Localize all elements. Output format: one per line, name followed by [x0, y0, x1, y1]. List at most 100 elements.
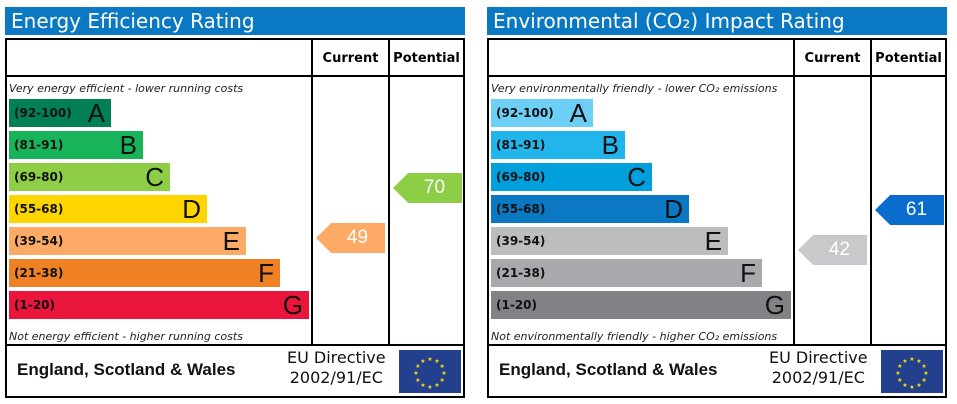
- potential-rating: 61: [875, 195, 944, 225]
- eu-directive: EU Directive 2002/91/EC: [769, 348, 868, 388]
- energy-efficiency-panel: Energy Efficiency Rating Current Potenti…: [5, 0, 467, 404]
- band-c: (69-80) C: [491, 162, 652, 192]
- eu-flag-icon: ★ ★ ★ ★ ★ ★ ★ ★ ★ ★ ★ ★: [399, 350, 461, 393]
- eu-directive: EU Directive 2002/91/EC: [287, 348, 386, 388]
- svg-text:★: ★: [434, 358, 439, 365]
- rating-table: Current Potential Very environmentally f…: [487, 38, 947, 398]
- band-g: (1-20) G: [9, 290, 309, 320]
- band-letter: B: [119, 130, 137, 160]
- band-range: (69-80): [496, 170, 546, 184]
- divider: [793, 40, 795, 346]
- potential-header: Potential: [393, 51, 460, 66]
- band-range: (1-20): [14, 298, 55, 312]
- svg-text:★: ★: [420, 382, 425, 389]
- panel-title: Energy Efficiency Rating: [5, 7, 465, 35]
- svg-text:★: ★: [921, 363, 926, 370]
- top-note: Very environmentally friendly - lower CO…: [491, 82, 778, 95]
- band-letter: E: [222, 226, 240, 256]
- divider: [870, 40, 872, 346]
- band-c: (69-80) C: [9, 162, 170, 192]
- band-range: (39-54): [496, 234, 546, 248]
- region-label: England, Scotland & Wales: [499, 360, 718, 379]
- band-a: (92-100) A: [491, 98, 593, 128]
- svg-text:★: ★: [909, 384, 914, 391]
- bottom-note: Not environmentally friendly - higher CO…: [491, 330, 778, 343]
- svg-text:★: ★: [413, 370, 418, 377]
- band-a: (92-100) A: [9, 98, 111, 128]
- svg-text:★: ★: [909, 356, 914, 363]
- band-b: (81-91) B: [9, 130, 143, 160]
- current-rating: 42: [798, 235, 867, 265]
- current-header: Current: [804, 51, 861, 66]
- svg-text:★: ★: [420, 358, 425, 365]
- svg-text:★: ★: [441, 370, 446, 377]
- band-range: (1-20): [496, 298, 537, 312]
- svg-text:★: ★: [902, 358, 907, 365]
- band-range: (69-80): [14, 170, 64, 184]
- svg-text:★: ★: [923, 370, 928, 377]
- band-b: (81-91) B: [491, 130, 625, 160]
- potential-rating: 70: [393, 173, 462, 203]
- band-letter: A: [569, 98, 587, 128]
- band-range: (81-91): [14, 138, 64, 152]
- band-range: (55-68): [14, 202, 64, 216]
- band-range: (55-68): [496, 202, 546, 216]
- rating-table: Current Potential Very energy efficient …: [5, 38, 465, 398]
- svg-text:★: ★: [415, 377, 420, 384]
- band-letter: C: [627, 162, 646, 192]
- band-range: (21-38): [496, 266, 546, 280]
- svg-text:★: ★: [415, 363, 420, 370]
- environmental-impact-panel: Environmental (CO₂) Impact Rating Curren…: [487, 0, 949, 404]
- band-e: (39-54) E: [9, 226, 246, 256]
- svg-text:★: ★: [439, 363, 444, 370]
- band-range: (92-100): [496, 106, 554, 120]
- svg-text:★: ★: [902, 382, 907, 389]
- directive-line1: EU Directive: [769, 348, 868, 367]
- band-d: (55-68) D: [9, 194, 207, 224]
- current-header: Current: [322, 51, 379, 66]
- band-letter: F: [258, 258, 274, 288]
- band-letter: A: [87, 98, 105, 128]
- potential-header: Potential: [875, 51, 942, 66]
- divider: [489, 75, 945, 77]
- region-label: England, Scotland & Wales: [17, 360, 236, 379]
- band-letter: C: [145, 162, 164, 192]
- band-e: (39-54) E: [491, 226, 728, 256]
- directive-line2: 2002/91/EC: [289, 368, 383, 387]
- band-letter: E: [704, 226, 722, 256]
- divider: [489, 344, 945, 346]
- bottom-note: Not energy efficient - higher running co…: [9, 330, 243, 343]
- band-d: (55-68) D: [491, 194, 689, 224]
- band-letter: D: [664, 194, 683, 224]
- eu-flag-icon: ★ ★ ★ ★ ★ ★ ★ ★ ★ ★ ★ ★: [881, 350, 943, 393]
- svg-text:★: ★: [439, 377, 444, 384]
- band-range: (21-38): [14, 266, 64, 280]
- band-range: (81-91): [496, 138, 546, 152]
- top-note: Very energy efficient - lower running co…: [9, 82, 244, 95]
- divider: [7, 75, 463, 77]
- band-f: (21-38) F: [9, 258, 280, 288]
- band-range: (92-100): [14, 106, 72, 120]
- svg-text:★: ★: [897, 377, 902, 384]
- svg-text:★: ★: [897, 363, 902, 370]
- divider: [311, 40, 313, 346]
- current-rating: 49: [316, 223, 385, 253]
- band-letter: D: [182, 194, 201, 224]
- svg-text:★: ★: [427, 384, 432, 391]
- band-letter: F: [740, 258, 756, 288]
- band-letter: G: [282, 290, 303, 320]
- band-range: (39-54): [14, 234, 64, 248]
- svg-text:★: ★: [434, 382, 439, 389]
- svg-text:★: ★: [427, 356, 432, 363]
- directive-line2: 2002/91/EC: [771, 368, 865, 387]
- band-f: (21-38) F: [491, 258, 762, 288]
- band-letter: G: [764, 290, 785, 320]
- divider: [7, 344, 463, 346]
- svg-text:★: ★: [916, 358, 921, 365]
- svg-text:★: ★: [921, 377, 926, 384]
- band-letter: B: [601, 130, 619, 160]
- band-g: (1-20) G: [491, 290, 791, 320]
- divider: [388, 40, 390, 346]
- panel-title: Environmental (CO₂) Impact Rating: [487, 7, 947, 35]
- svg-text:★: ★: [895, 370, 900, 377]
